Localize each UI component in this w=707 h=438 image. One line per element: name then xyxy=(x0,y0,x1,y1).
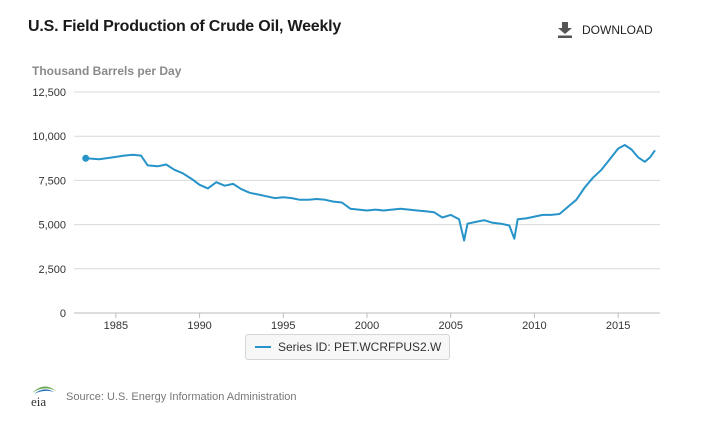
source-note: Source: U.S. Energy Information Administ… xyxy=(66,391,297,403)
x-tick-label: 2010 xyxy=(522,320,546,332)
y-tick-label: 7,500 xyxy=(38,175,66,187)
series-line xyxy=(85,144,656,242)
x-axis xyxy=(74,312,660,318)
chart-title: U.S. Field Production of Crude Oil, Week… xyxy=(28,18,342,35)
series-group xyxy=(82,144,656,242)
download-icon xyxy=(558,22,572,38)
y-tick-label: 10,000 xyxy=(32,131,66,143)
x-tick-label: 1990 xyxy=(187,320,211,332)
y-tick-labels: 0 2,500 5,000 7,500 10,000 12,500 xyxy=(32,87,66,320)
series-start-marker xyxy=(82,154,90,162)
y-tick-label: 0 xyxy=(60,308,66,320)
x-tick-label: 2015 xyxy=(606,320,630,332)
x-tick-label: 2000 xyxy=(355,320,379,332)
y-tick-label: 2,500 xyxy=(38,264,66,276)
eia-logo: eia xyxy=(31,386,56,408)
y-tick-label: 12,500 xyxy=(32,87,66,99)
download-label: DOWNLOAD xyxy=(582,23,653,37)
download-button[interactable]: DOWNLOAD xyxy=(557,22,653,38)
y-axis-unit-label: Thousand Barrels per Day xyxy=(32,64,182,78)
legend-swatch xyxy=(255,346,271,348)
grid-lines xyxy=(74,91,660,270)
y-tick-label: 5,000 xyxy=(38,220,66,232)
legend-label: Series ID: PET.WCRFPUS2.W xyxy=(278,340,442,354)
x-tick-label: 1985 xyxy=(104,320,128,332)
x-tick-label: 1995 xyxy=(271,320,295,332)
footer: eia Source: U.S. Energy Information Admi… xyxy=(28,382,297,408)
legend-item[interactable]: Series ID: PET.WCRFPUS2.W xyxy=(245,334,450,360)
x-tick-label: 2005 xyxy=(438,320,462,332)
svg-text:eia: eia xyxy=(31,394,46,408)
x-tick-labels: 1985 1990 1995 2000 2005 2010 2015 xyxy=(104,320,631,332)
